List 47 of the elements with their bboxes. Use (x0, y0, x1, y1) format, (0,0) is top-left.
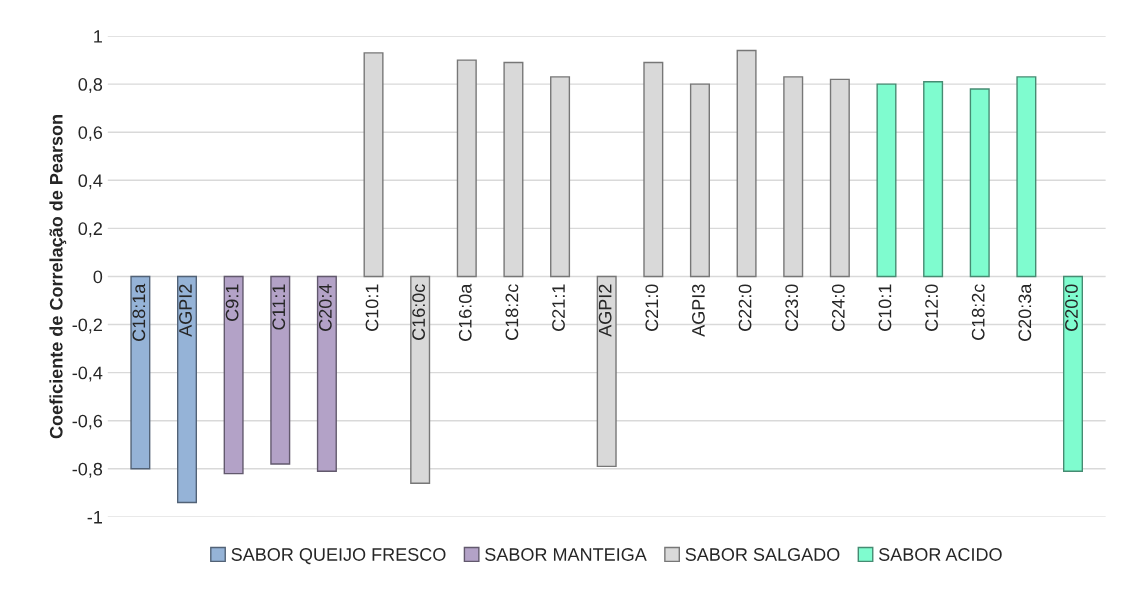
bar (923, 81, 944, 278)
x-tick-label: C20:4 (318, 284, 332, 331)
y-tick-label: 0,4 (78, 174, 103, 190)
x-tick-label: C18:1a (132, 283, 146, 341)
bar (270, 275, 291, 465)
y-tick-label: -0,6 (72, 414, 103, 430)
y-axis-title: Coeficiente de Correlação de Pearson (49, 115, 67, 439)
bar (969, 88, 990, 278)
x-tick-label: AGPI3 (692, 284, 705, 337)
x-tick-label: C24:0 (831, 284, 845, 331)
legend-label: SABOR ACIDO (878, 548, 1002, 561)
x-tick-label: C10:1 (878, 284, 892, 331)
y-tick-label: 0,6 (78, 126, 103, 142)
x-tick-label: C16:0c (412, 284, 426, 340)
y-tick-label: -0,2 (72, 318, 102, 334)
legend-label: SABOR SALGADO (685, 548, 840, 561)
x-tick-label: C22:0 (738, 284, 752, 331)
x-tick-label: C18:2c (971, 284, 985, 340)
bar (176, 275, 198, 504)
bar (316, 275, 337, 472)
x-tick-label: C12:0 (925, 284, 938, 331)
bar (1016, 76, 1037, 278)
x-tick-label: C20:3a (1018, 283, 1032, 341)
y-tick-label: 0,2 (78, 222, 102, 238)
y-tick-label: -0,8 (72, 462, 103, 478)
y-tick-label: 0,8 (78, 78, 103, 93)
x-tick-label: C23:0 (785, 284, 799, 331)
bar (876, 83, 897, 278)
y-tick-label: -0,4 (72, 366, 103, 382)
y-tick-label: 0 (93, 270, 103, 284)
bar (1062, 275, 1084, 472)
x-tick-label: C21:0 (645, 284, 659, 331)
x-tick-label: C10:1 (365, 284, 379, 331)
legend-label: SABOR QUEIJO FRESCO (231, 548, 446, 565)
bar (223, 275, 244, 475)
x-tick-label: AGPI2 (598, 284, 612, 337)
legend-label: SABOR MANTEIGA (485, 548, 647, 561)
x-tick-label: C21:1 (552, 284, 565, 331)
bar (130, 275, 151, 470)
x-tick-label: AGPI2 (179, 284, 192, 337)
x-tick-label: C18:2c (505, 284, 519, 340)
x-tick-label: C16:0a (458, 283, 472, 341)
x-tick-label: C9:1 (225, 284, 239, 321)
y-tick-label: -1 (87, 510, 102, 524)
x-tick-label: C11:1 (272, 284, 286, 330)
x-tick-label: C20:0 (1065, 284, 1078, 331)
y-tick-label: 1 (94, 30, 102, 43)
